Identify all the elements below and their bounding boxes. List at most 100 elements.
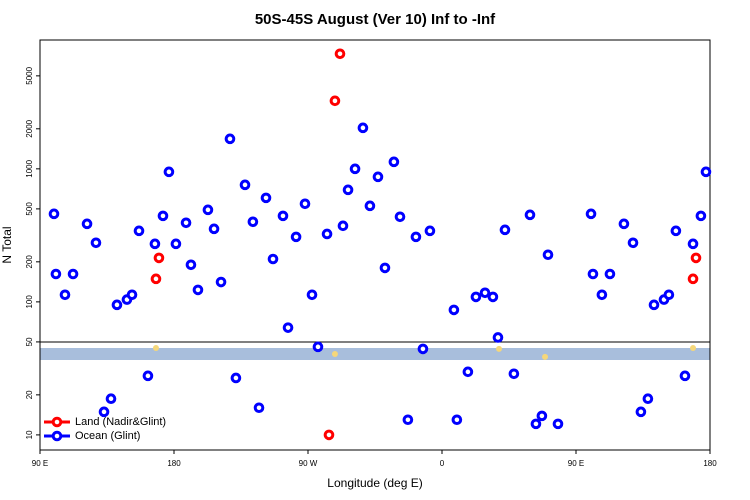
point bbox=[394, 211, 406, 223]
point bbox=[321, 228, 333, 240]
point bbox=[618, 218, 630, 230]
y-tick-label: 100 bbox=[25, 295, 34, 309]
legend-marker bbox=[51, 430, 63, 442]
point bbox=[627, 237, 639, 249]
point bbox=[247, 216, 259, 228]
point bbox=[260, 192, 272, 204]
point bbox=[230, 372, 242, 384]
point bbox=[642, 393, 654, 405]
x-tick-label: 90 W bbox=[299, 459, 318, 468]
point bbox=[670, 225, 682, 237]
point bbox=[679, 370, 691, 382]
legend-label: Ocean (Glint) bbox=[75, 430, 140, 442]
marker bbox=[542, 353, 549, 360]
point bbox=[149, 238, 161, 250]
point bbox=[585, 208, 597, 220]
point bbox=[334, 48, 346, 60]
y-tick-label: 5000 bbox=[25, 66, 34, 84]
point bbox=[90, 237, 102, 249]
point bbox=[157, 210, 169, 222]
point bbox=[479, 287, 491, 299]
point bbox=[402, 414, 414, 426]
point bbox=[208, 223, 220, 235]
point bbox=[687, 273, 699, 285]
point bbox=[635, 406, 647, 418]
point bbox=[536, 410, 548, 422]
point bbox=[604, 268, 616, 280]
point bbox=[50, 268, 62, 280]
point bbox=[690, 252, 702, 264]
point bbox=[299, 198, 311, 210]
point bbox=[282, 322, 294, 333]
point bbox=[542, 249, 554, 261]
y-tick-label: 2000 bbox=[25, 119, 34, 137]
point bbox=[687, 238, 699, 250]
point bbox=[277, 210, 289, 222]
x-tick-label: 180 bbox=[167, 459, 181, 468]
point bbox=[499, 224, 511, 236]
point bbox=[163, 166, 175, 178]
point bbox=[111, 299, 123, 311]
point bbox=[410, 231, 422, 243]
plot-frame bbox=[39, 39, 711, 451]
y-tick-label: 10 bbox=[25, 430, 34, 439]
point bbox=[487, 291, 499, 303]
y-tick-label: 20 bbox=[25, 390, 34, 399]
point bbox=[587, 268, 599, 280]
point bbox=[323, 429, 335, 441]
point bbox=[267, 253, 279, 265]
point bbox=[133, 225, 145, 237]
point bbox=[185, 259, 197, 271]
point bbox=[142, 370, 154, 382]
point bbox=[492, 332, 504, 343]
x-tick-label: 90 E bbox=[568, 459, 584, 468]
chart-title: 50S-45S August (Ver 10) Inf to -Inf bbox=[255, 11, 496, 28]
point bbox=[424, 225, 436, 237]
point bbox=[379, 262, 391, 274]
point bbox=[239, 179, 251, 191]
x-tick-label: 180 bbox=[703, 459, 717, 468]
marker bbox=[496, 345, 503, 352]
point bbox=[372, 171, 384, 183]
point bbox=[126, 289, 138, 301]
point bbox=[180, 217, 192, 229]
point bbox=[329, 95, 341, 107]
point bbox=[470, 291, 482, 303]
point bbox=[170, 238, 182, 250]
point bbox=[364, 200, 376, 212]
point bbox=[695, 210, 707, 222]
point bbox=[648, 299, 660, 311]
legend-marker bbox=[51, 416, 63, 428]
point bbox=[462, 366, 474, 378]
point bbox=[59, 289, 71, 301]
gap-band bbox=[40, 348, 710, 360]
point bbox=[451, 414, 463, 426]
point bbox=[448, 304, 460, 316]
point bbox=[215, 276, 227, 288]
point bbox=[596, 289, 608, 301]
legend-label: Land (Nadir&Glint) bbox=[75, 416, 166, 428]
marker bbox=[331, 350, 338, 357]
point bbox=[700, 166, 712, 178]
point bbox=[357, 122, 369, 134]
point bbox=[224, 133, 236, 145]
point bbox=[508, 368, 520, 380]
point bbox=[150, 273, 162, 285]
point bbox=[337, 220, 349, 232]
y-tick-label: 1000 bbox=[25, 159, 34, 177]
point bbox=[349, 163, 361, 175]
y-tick-label: 500 bbox=[25, 202, 34, 216]
point bbox=[98, 406, 110, 418]
x-tick-label: 0 bbox=[440, 459, 445, 468]
y-axis-label: N Total bbox=[0, 226, 14, 263]
x-axis-label: Longitude (deg E) bbox=[327, 476, 422, 490]
point bbox=[81, 218, 93, 230]
point bbox=[253, 402, 265, 414]
point bbox=[192, 284, 204, 296]
point bbox=[48, 208, 60, 220]
point bbox=[342, 184, 354, 196]
point bbox=[663, 289, 675, 301]
point bbox=[306, 289, 318, 301]
point bbox=[153, 252, 165, 264]
